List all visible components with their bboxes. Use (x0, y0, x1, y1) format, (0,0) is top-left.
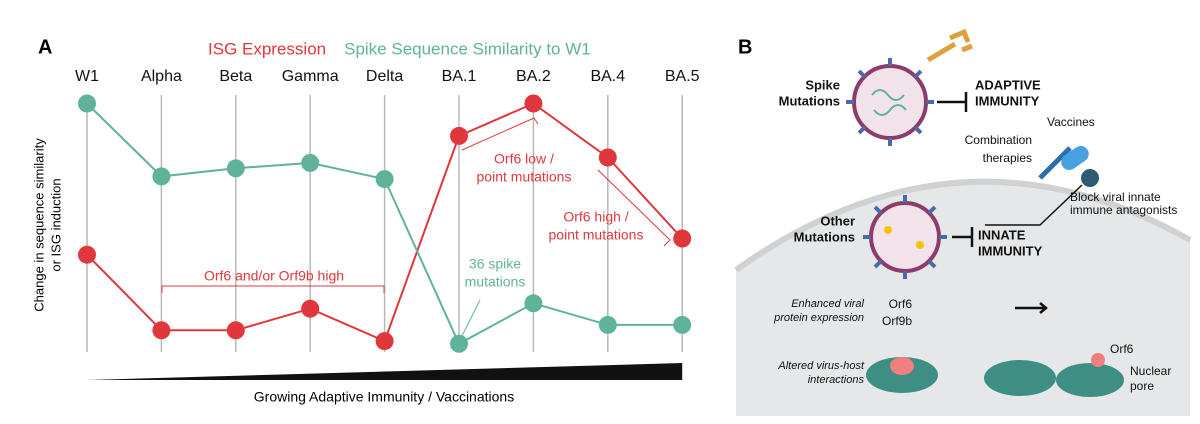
annotation: mutations (465, 274, 526, 290)
data-point (524, 94, 543, 113)
arrows (1010, 302, 1048, 381)
diagram-label: Altered virus-host (777, 360, 865, 372)
annotation: Orf6 and/or Orf9b high (204, 268, 344, 284)
annotation: Orf6 low / (494, 151, 554, 167)
therapy-icons (985, 145, 1099, 226)
diagram-label: Orf9b (882, 314, 912, 328)
data-point (301, 299, 320, 318)
x-tick-label: W1 (75, 68, 99, 85)
diagram-label: immune antagonists (1070, 203, 1177, 217)
diagram-label: Spike (805, 77, 840, 92)
virus-bottom (863, 195, 947, 279)
data-point (226, 321, 245, 340)
data-point (673, 229, 692, 248)
data-point (450, 334, 468, 353)
diagram-label: Other (820, 213, 855, 228)
diagram-label: IMMUNITY (975, 93, 1040, 108)
membrane (734, 178, 1192, 273)
data-point (375, 170, 394, 189)
x-tick-label: BA.1 (442, 68, 477, 85)
x-tick-label: Alpha (141, 68, 182, 85)
data-point (152, 321, 171, 340)
legend-entry: ISG Expression (208, 39, 326, 58)
diagram-label: Vaccines (1047, 115, 1095, 129)
diagram-label: Mutations (779, 93, 840, 108)
annotation-bracket (597, 169, 671, 247)
diagram-label: Enhanced viral (791, 298, 864, 310)
data-point (78, 94, 96, 113)
panel-label: B (738, 36, 752, 58)
diagram-label: protein expression (773, 312, 864, 324)
data-point (598, 315, 617, 334)
diagram-label: INNATE (978, 227, 1026, 242)
data-point (598, 148, 617, 167)
y-axis-label: Change in sequence similarity (31, 138, 46, 312)
annotation-pointer (461, 299, 481, 337)
data-point (673, 315, 692, 334)
virus-top (846, 58, 934, 146)
diagram-label: Nuclear (1130, 364, 1171, 378)
diagram-label: Orf6 (889, 297, 913, 311)
diagram-label: Combination (965, 133, 1032, 147)
data-point (226, 159, 245, 178)
data-point (301, 153, 320, 172)
inhibit-arrows (937, 92, 974, 247)
diagram-label: Block viral innate (1070, 190, 1161, 204)
diagram-label: ADAPTIVE (975, 77, 1041, 92)
x-tick-label: Gamma (282, 68, 339, 85)
y-axis-label: or ISG induction (48, 178, 63, 271)
annotation-bracket (461, 117, 539, 151)
x-axis-label: Growing Adaptive Immunity / Vaccinations (254, 389, 514, 405)
annotation-bracket (161, 285, 385, 293)
cell (736, 181, 1190, 416)
diagram-label: Orf6 (1110, 342, 1134, 356)
data-point (524, 294, 543, 313)
diagram-label: pore (1130, 379, 1154, 393)
nuclear-pores (866, 353, 1124, 397)
data-point (375, 332, 394, 351)
data-point (78, 245, 96, 264)
annotation: Orf6 high / (563, 209, 628, 225)
antibody (926, 28, 973, 63)
diagram-label: interactions (808, 374, 865, 386)
legend-entry: Spike Sequence Similarity to W1 (344, 39, 591, 58)
diagram-label: IMMUNITY (978, 243, 1043, 258)
annotation: point mutations (549, 227, 644, 243)
x-tick-label: Beta (219, 68, 252, 85)
immunity-wedge (87, 363, 683, 380)
diagram-label: therapies (983, 151, 1032, 165)
x-tick-label: BA.4 (590, 68, 625, 85)
annotation: 36 spike (469, 256, 521, 272)
x-tick-label: BA.2 (516, 68, 551, 85)
diagram-label: Mutations (794, 229, 855, 244)
annotation: point mutations (477, 169, 572, 185)
data-point (152, 167, 171, 186)
data-point (450, 126, 468, 145)
panel-label: A (38, 36, 52, 58)
x-tick-label: Delta (366, 68, 403, 85)
x-tick-label: BA.5 (665, 68, 700, 85)
